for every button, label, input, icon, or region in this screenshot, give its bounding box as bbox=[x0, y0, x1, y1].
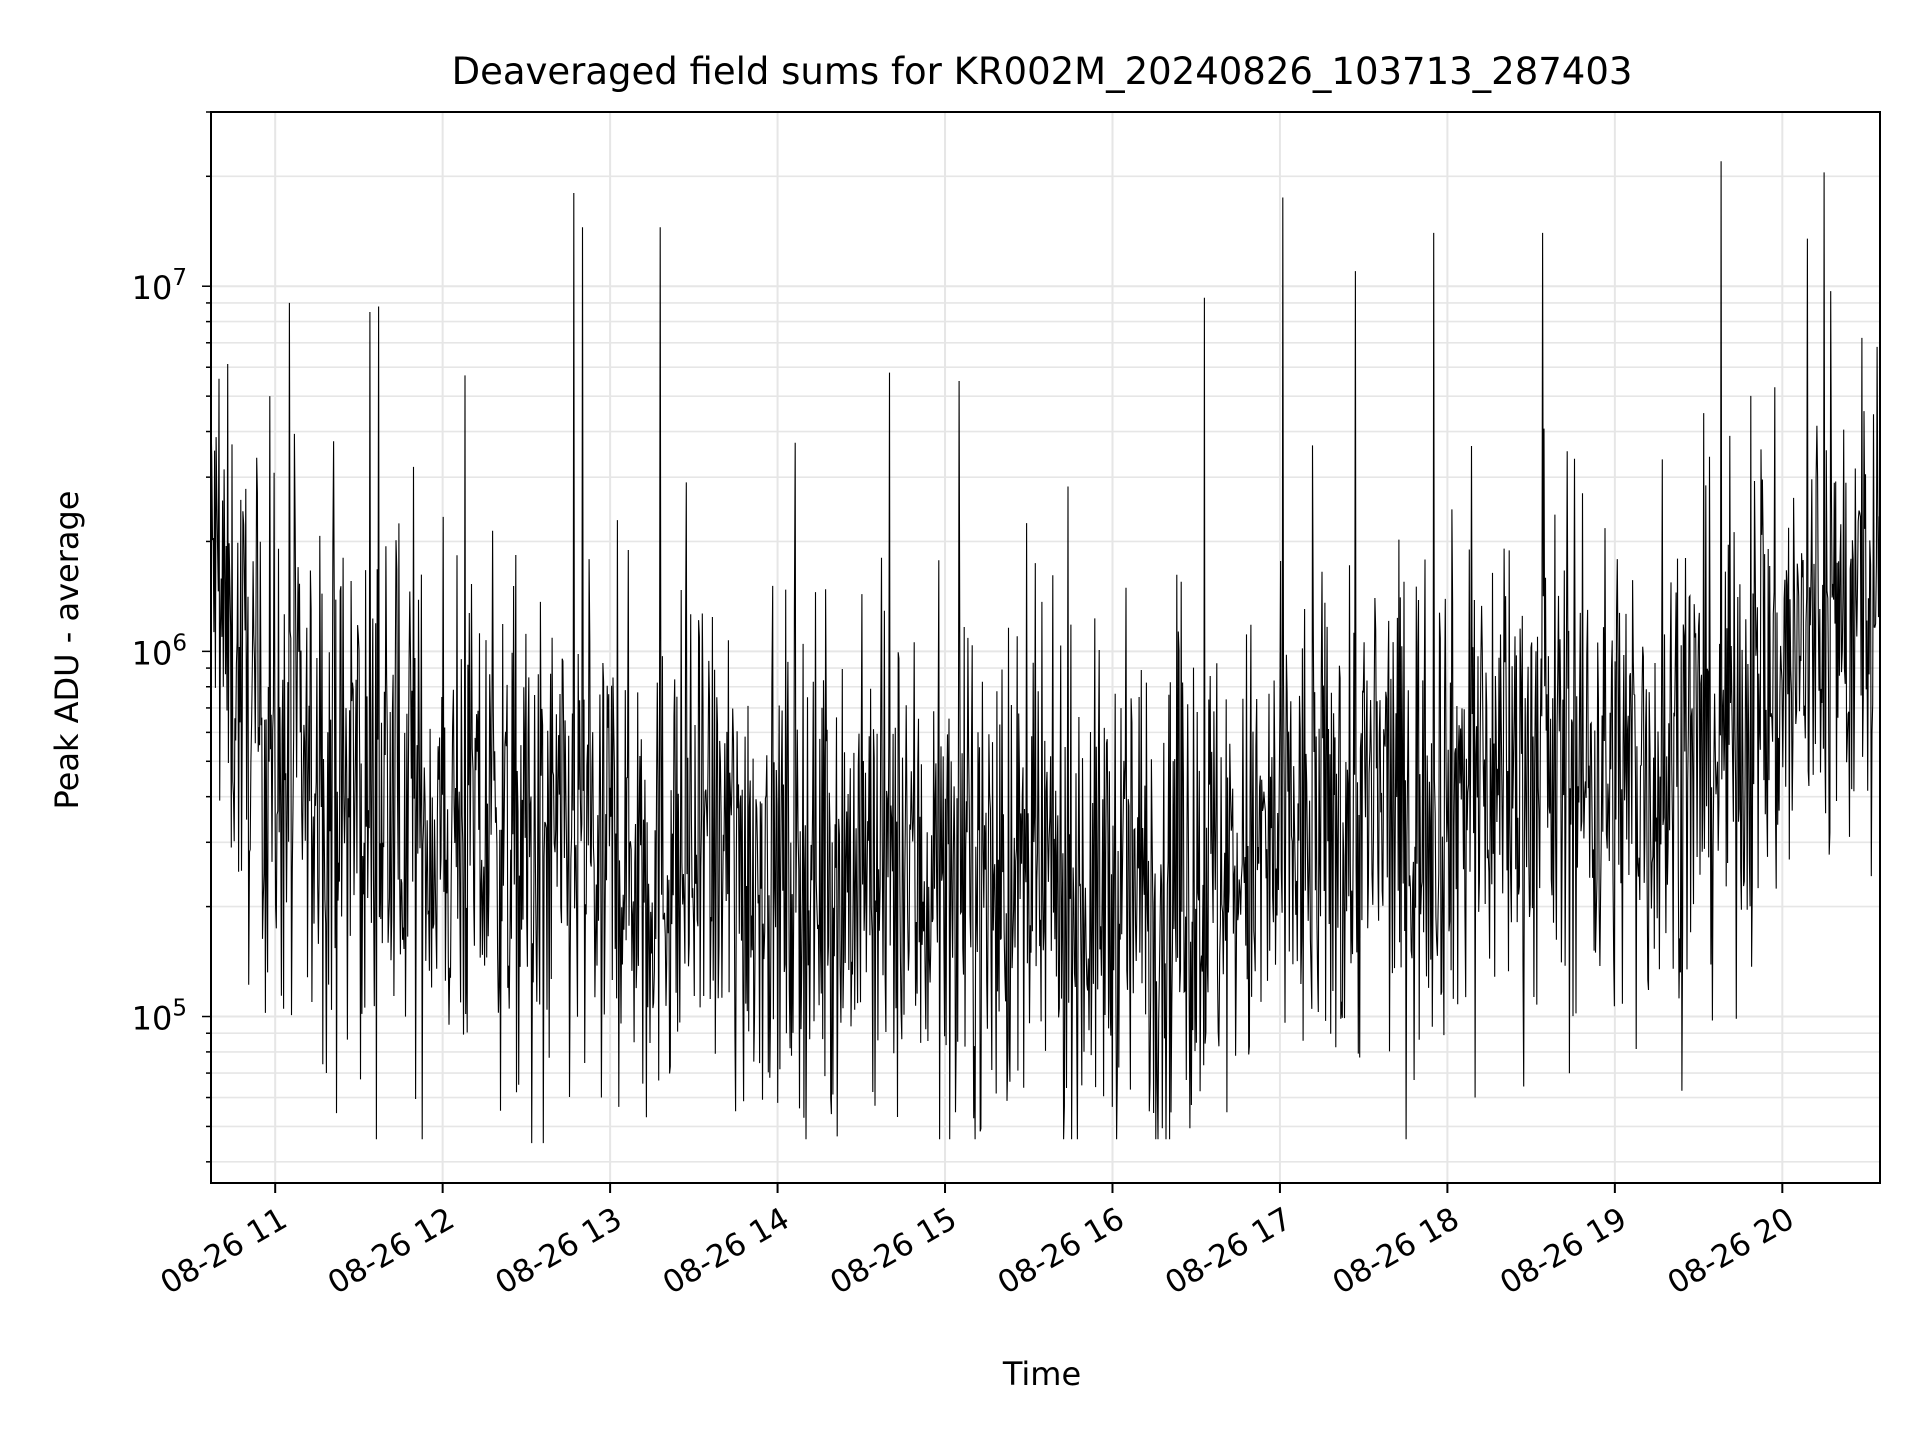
y-tick-label: 105 bbox=[132, 996, 187, 1038]
x-axis-label: Time bbox=[1002, 1355, 1081, 1393]
y-tick-label: 106 bbox=[132, 630, 187, 672]
chart-title: Deaveraged field sums for KR002M_2024082… bbox=[452, 50, 1633, 93]
y-tick-label: 107 bbox=[132, 265, 187, 307]
series-line bbox=[210, 161, 1881, 1144]
series-path bbox=[210, 161, 1881, 1144]
plot-frame bbox=[210, 111, 1881, 1184]
y-axis-label: Peak ADU - average bbox=[48, 491, 86, 810]
